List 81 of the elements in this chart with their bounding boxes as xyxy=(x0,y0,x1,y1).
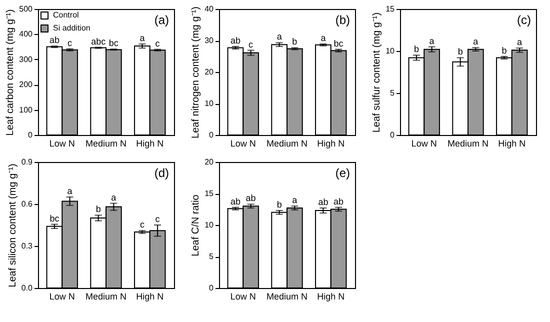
y-axis-title: Leaf sulfur content (mg g⁻¹) xyxy=(372,12,383,133)
annotation: (b) xyxy=(335,13,350,27)
data-label: b xyxy=(96,204,101,214)
y-axis-title: Leaf silicon content (mg g⁻¹) xyxy=(7,164,18,288)
x-tick-label: Medium N xyxy=(447,138,489,148)
data-label: b xyxy=(276,200,282,210)
annotation: (a) xyxy=(154,13,169,27)
y-tick-label: 10 xyxy=(386,46,396,56)
data-label: a xyxy=(320,32,326,43)
x-tick-label: Medium N xyxy=(85,138,127,148)
data-label: c xyxy=(155,214,160,224)
x-tick-label: Low N xyxy=(230,138,256,148)
data-label: a xyxy=(111,192,116,202)
x-tick-label: Medium N xyxy=(85,292,127,302)
data-label: ab xyxy=(230,35,240,46)
y-tick-label: 30 xyxy=(204,36,214,45)
y-tick-label: 100 xyxy=(19,105,34,114)
y-tick-label: 500 xyxy=(19,4,34,14)
y-tick-label: 400 xyxy=(19,30,34,39)
data-label: ab xyxy=(318,196,328,207)
x-tick-label: High N xyxy=(136,138,164,148)
y-tick-label: 10 xyxy=(204,220,214,230)
y-tick-label: 20 xyxy=(204,158,214,166)
data-label: a xyxy=(429,36,434,46)
legend-label: Control xyxy=(53,10,80,20)
y-tick-label: 0.3 xyxy=(21,242,34,250)
y-tick-label: 5 xyxy=(390,88,396,98)
data-label: b xyxy=(414,44,419,54)
data-label: a xyxy=(140,33,145,44)
y-tick-label: 40 xyxy=(204,4,214,14)
y-tick-label: 0.9 xyxy=(21,158,34,166)
y-tick-label: 0 xyxy=(209,284,214,292)
annotation: (e) xyxy=(335,166,350,180)
x-tick-label: Low N xyxy=(49,292,75,302)
data-label: a xyxy=(517,37,522,48)
y-tick-label: 0.6 xyxy=(21,200,34,208)
y-tick-label: 0.0 xyxy=(21,284,34,292)
data-label: bc xyxy=(50,213,60,224)
y-axis-title: Leaf carbon content (mg g⁻¹) xyxy=(5,9,16,136)
data-label: c xyxy=(68,38,73,48)
annotation: (d) xyxy=(154,166,169,180)
x-tick-label: Low N xyxy=(49,138,75,148)
data-label: ab xyxy=(246,193,256,204)
annotation: (c) xyxy=(517,13,531,27)
y-tick-label: 15 xyxy=(386,4,396,14)
legend-label: Si addition xyxy=(53,24,90,32)
y-tick-label: 20 xyxy=(204,68,214,76)
data-label: bc xyxy=(108,38,119,48)
x-tick-label: High N xyxy=(498,138,526,148)
y-tick-label: 0 xyxy=(28,130,34,140)
x-tick-label: Medium N xyxy=(266,138,308,148)
data-label: c xyxy=(248,39,254,50)
data-label: ab xyxy=(334,196,344,206)
data-label: b xyxy=(292,36,298,47)
y-tick-label: 10 xyxy=(204,99,214,108)
y-tick-label: 15 xyxy=(204,189,214,198)
data-label: a xyxy=(473,36,478,47)
x-tick-label: High N xyxy=(136,292,164,302)
data-label: a xyxy=(292,195,298,206)
data-label: c xyxy=(140,220,145,230)
y-tick-label: 0 xyxy=(390,130,396,140)
x-tick-label: High N xyxy=(317,292,345,302)
y-axis-title: Leaf nitrogen content (mg g⁻¹) xyxy=(190,6,202,138)
data-label: bc xyxy=(334,38,344,48)
y-tick-label: 300 xyxy=(19,54,34,64)
y-tick-label: 200 xyxy=(19,80,34,90)
x-tick-label: Low N xyxy=(230,292,256,302)
data-label: b xyxy=(502,45,507,56)
data-label: b xyxy=(458,46,463,57)
x-tick-label: Low N xyxy=(411,138,437,148)
x-tick-label: Medium N xyxy=(266,292,308,302)
y-tick-label: 0 xyxy=(209,130,214,140)
data-label: c xyxy=(155,38,160,48)
data-label: ab xyxy=(49,35,60,46)
data-label: a xyxy=(67,186,72,196)
data-label: abc xyxy=(91,36,106,46)
data-label: ab xyxy=(230,196,240,206)
x-tick-label: High N xyxy=(317,138,345,148)
data-label: a xyxy=(276,32,282,42)
y-tick-label: 5 xyxy=(209,252,214,261)
y-axis-title: Leaf C/N ratio xyxy=(190,194,202,256)
